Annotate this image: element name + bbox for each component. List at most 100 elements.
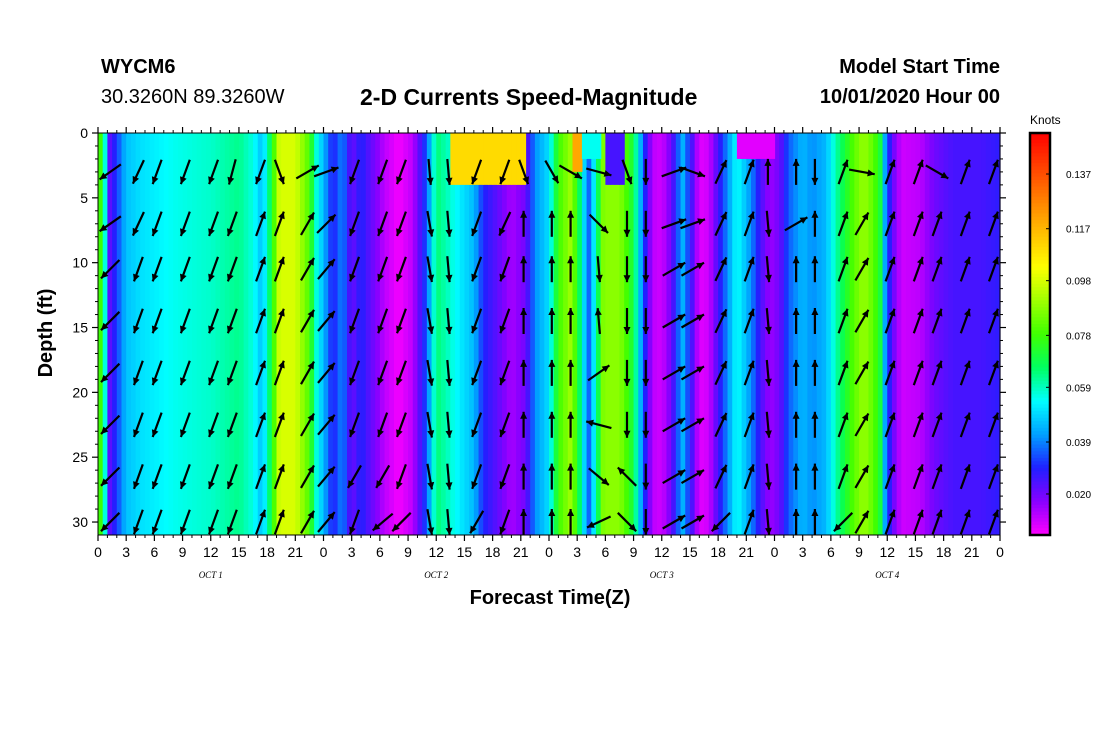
- current-arrow: [208, 211, 220, 237]
- current-arrow: [471, 256, 483, 282]
- heatmap-column: [783, 133, 790, 535]
- heatmap-surface-cell: [459, 133, 466, 185]
- heatmap-column: [229, 133, 235, 535]
- y-tick-label: 15: [72, 320, 88, 336]
- day-label: OCT 3: [650, 570, 675, 580]
- x-tick-label: 0: [996, 544, 1004, 560]
- colorbar-segment: [1030, 226, 1050, 231]
- colorbar-segment: [1030, 457, 1050, 462]
- heatmap-column: [318, 133, 325, 535]
- heatmap-column: [581, 133, 588, 535]
- heatmap-column: [487, 133, 494, 535]
- x-tick-label: 12: [203, 544, 219, 560]
- current-arrow: [959, 308, 971, 334]
- heatmap-surface-cell: [577, 133, 583, 172]
- current-arrow: [520, 359, 528, 386]
- current-arrow: [811, 210, 819, 237]
- day-label: OCT 2: [424, 570, 449, 580]
- colorbar-segment: [1030, 434, 1050, 439]
- heatmap-column: [323, 133, 329, 535]
- colorbar-segment: [1030, 501, 1050, 506]
- heatmap-column: [384, 133, 390, 535]
- heatmap-column: [290, 133, 296, 535]
- heatmap-column: [591, 133, 597, 535]
- colorbar-tick-label: 0.078: [1066, 331, 1091, 342]
- colorbar-segment: [1030, 133, 1050, 137]
- heatmap-column: [859, 133, 865, 535]
- heatmap-column: [224, 133, 231, 535]
- colorbar-segment: [1030, 243, 1050, 248]
- current-arrow: [784, 216, 808, 232]
- current-arrow: [391, 512, 412, 532]
- x-tick-label: 18: [259, 544, 275, 560]
- current-arrow: [316, 213, 337, 234]
- colorbar-segment: [1030, 478, 1050, 482]
- current-arrow: [317, 511, 336, 533]
- heatmap-column: [276, 133, 282, 535]
- heatmap-column: [943, 133, 949, 535]
- current-arrow: [395, 211, 407, 237]
- current-arrow: [680, 514, 705, 530]
- heatmap-surface-cell: [751, 133, 757, 159]
- current-arrow: [714, 464, 728, 489]
- heatmap-surface-cell: [478, 133, 484, 185]
- current-arrow: [595, 256, 603, 283]
- current-arrow: [226, 509, 238, 535]
- heatmap-column: [342, 133, 348, 535]
- heatmap-column: [102, 133, 108, 535]
- current-arrow: [395, 308, 407, 334]
- current-arrow: [837, 360, 849, 386]
- current-arrow: [255, 308, 267, 334]
- heatmap-surface-cell: [591, 133, 597, 159]
- heatmap-column: [116, 133, 123, 535]
- current-arrow: [445, 463, 453, 490]
- heatmap-column: [98, 133, 104, 535]
- current-arrow: [151, 256, 163, 282]
- current-arrow: [445, 308, 453, 335]
- x-tick-label: 21: [739, 544, 755, 560]
- current-arrow: [765, 411, 772, 438]
- station-id: WYCM6: [101, 56, 176, 78]
- current-arrow: [837, 159, 849, 185]
- colorbar-segment: [1030, 236, 1050, 241]
- x-tick-label: 3: [122, 544, 130, 560]
- heatmap-column: [887, 133, 893, 535]
- colorbar-segment: [1030, 468, 1050, 472]
- current-arrow: [617, 466, 637, 487]
- current-arrow: [959, 464, 971, 490]
- heatmap-column: [191, 133, 198, 535]
- current-arrow: [662, 313, 686, 329]
- heatmap-surface-cell: [595, 133, 602, 159]
- current-arrow: [317, 362, 336, 384]
- colorbar-segment: [1030, 498, 1050, 503]
- current-arrow: [208, 256, 220, 282]
- current-arrow: [395, 464, 407, 490]
- current-arrow: [395, 360, 407, 386]
- y-tick-label: 25: [72, 449, 88, 465]
- current-arrow: [959, 256, 971, 282]
- current-arrow: [426, 411, 435, 438]
- current-arrow: [743, 159, 755, 185]
- heatmap-column: [614, 133, 621, 535]
- colorbar-segment: [1030, 370, 1050, 375]
- x-tick-label: 6: [827, 544, 835, 560]
- colorbar-segment: [1030, 437, 1050, 442]
- current-arrow: [273, 509, 285, 535]
- heatmap-column: [502, 133, 508, 535]
- current-arrow: [567, 359, 575, 386]
- current-arrow: [764, 158, 772, 185]
- heatmap-column: [755, 133, 762, 535]
- heatmap-surface-cell: [610, 133, 616, 185]
- current-arrow: [179, 509, 191, 535]
- heatmap-column: [713, 133, 719, 535]
- heatmap-column: [112, 133, 118, 535]
- colorbar-segment: [1030, 417, 1050, 422]
- current-arrow: [912, 360, 924, 386]
- current-arrow: [426, 308, 435, 334]
- current-arrow: [642, 509, 650, 535]
- x-tick-label: 12: [879, 544, 895, 560]
- colorbar-segment: [1030, 340, 1050, 345]
- current-arrow: [520, 463, 528, 490]
- current-arrow: [884, 412, 896, 438]
- x-tick-label: 0: [545, 544, 553, 560]
